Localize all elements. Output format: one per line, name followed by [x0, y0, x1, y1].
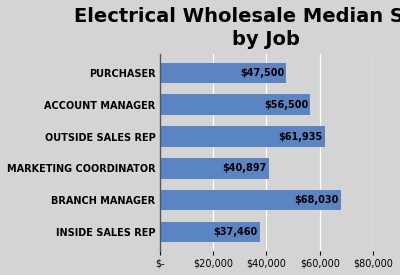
- Text: $37,460: $37,460: [213, 227, 258, 237]
- Bar: [160, 221, 260, 242]
- Bar: [160, 158, 269, 179]
- Text: $56,500: $56,500: [264, 100, 308, 110]
- Text: $47,500: $47,500: [240, 68, 284, 78]
- Bar: [160, 63, 286, 83]
- Title: Electrical Wholesale Median Salary
by Job: Electrical Wholesale Median Salary by Jo…: [74, 7, 400, 50]
- Text: $40,897: $40,897: [222, 163, 267, 173]
- Text: $68,030: $68,030: [295, 195, 339, 205]
- Text: $61,935: $61,935: [278, 131, 323, 142]
- Bar: [160, 126, 325, 147]
- Bar: [160, 190, 341, 210]
- Bar: [160, 95, 310, 115]
